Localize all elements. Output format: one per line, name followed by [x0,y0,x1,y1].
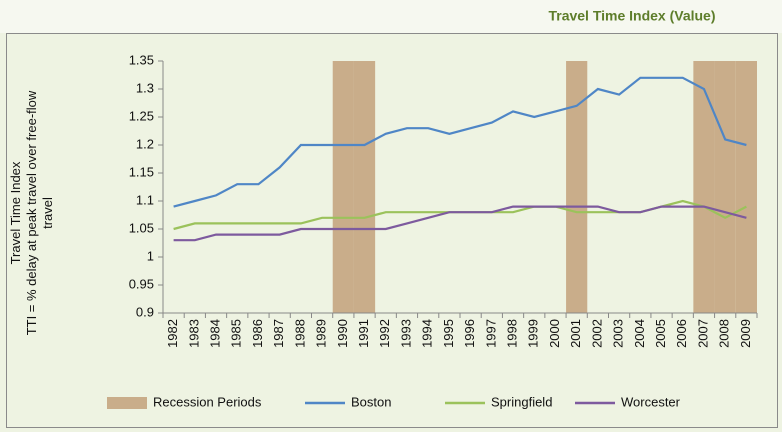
x-tick-label: 1988 [292,319,307,348]
x-tick-label: 2000 [547,319,562,348]
y-tick-label: 1.15 [129,164,154,179]
x-tick-label: 2006 [674,319,689,348]
x-tick-label: 1997 [483,319,498,348]
recession-bar [353,61,376,313]
x-tick-label: 2005 [653,319,668,348]
x-tick-label: 2003 [611,319,626,348]
recession-bar [714,61,736,313]
y-axis-label: Travel Time Index TTI = % delay at peak … [8,88,78,338]
x-tick-label: 2002 [589,319,604,348]
x-tick-label: 1995 [441,319,456,348]
x-tick-label: 1996 [462,319,477,348]
x-tick-label: 1991 [356,319,371,348]
x-tick-label: 1994 [420,319,435,348]
x-tick-label: 2004 [632,319,647,348]
x-tick-label: 2008 [717,319,732,348]
recession-bar [332,61,354,313]
x-tick-label: 1999 [526,319,541,348]
x-tick-label: 1983 [186,319,201,348]
legend-label: Recession Periods [153,394,262,409]
x-tick-label: 1986 [250,319,265,348]
series-line [173,205,747,242]
y-tick-label: 0.9 [136,304,154,319]
chart-frame [6,33,778,428]
x-tick-label: 1984 [207,319,222,348]
x-tick-label: 2007 [695,319,710,348]
legend-swatch [107,397,147,409]
x-tick-label: 1989 [314,319,329,348]
x-tick-label: 1985 [229,319,244,348]
x-tick-label: 1990 [335,319,350,348]
x-tick-label: 1987 [271,319,286,348]
y-tick-label: 1.25 [129,108,154,123]
x-tick-label: 1992 [377,319,392,348]
x-tick-label: 1998 [504,319,519,348]
x-tick-label: 1993 [398,319,413,348]
y-tick-label: 1.35 [129,52,154,67]
y-tick-label: 1 [147,248,154,263]
recession-bar [735,61,757,313]
y-tick-label: 1.1 [136,192,154,207]
y-axis-label-line: Travel Time Index [8,161,23,265]
x-tick-label: 1982 [165,319,180,348]
y-tick-label: 1.2 [136,136,154,151]
chart-title: Travel Time Index (Value) [548,8,715,24]
recession-bar [566,61,588,313]
y-tick-label: 1.3 [136,80,154,95]
legend-label: Springfield [491,394,552,409]
x-tick-label: 2009 [738,319,753,348]
y-tick-label: 1.05 [129,220,154,235]
header-bar [0,0,782,33]
y-tick-label: 0.95 [129,276,154,291]
legend-label: Boston [351,394,391,409]
series-line [173,76,747,208]
y-axis-label-line: TTI = % delay at peak travel over free-f… [24,90,55,336]
recession-bar [693,61,715,313]
legend-label: Worcester [621,394,681,409]
x-tick-label: 2001 [568,319,583,348]
